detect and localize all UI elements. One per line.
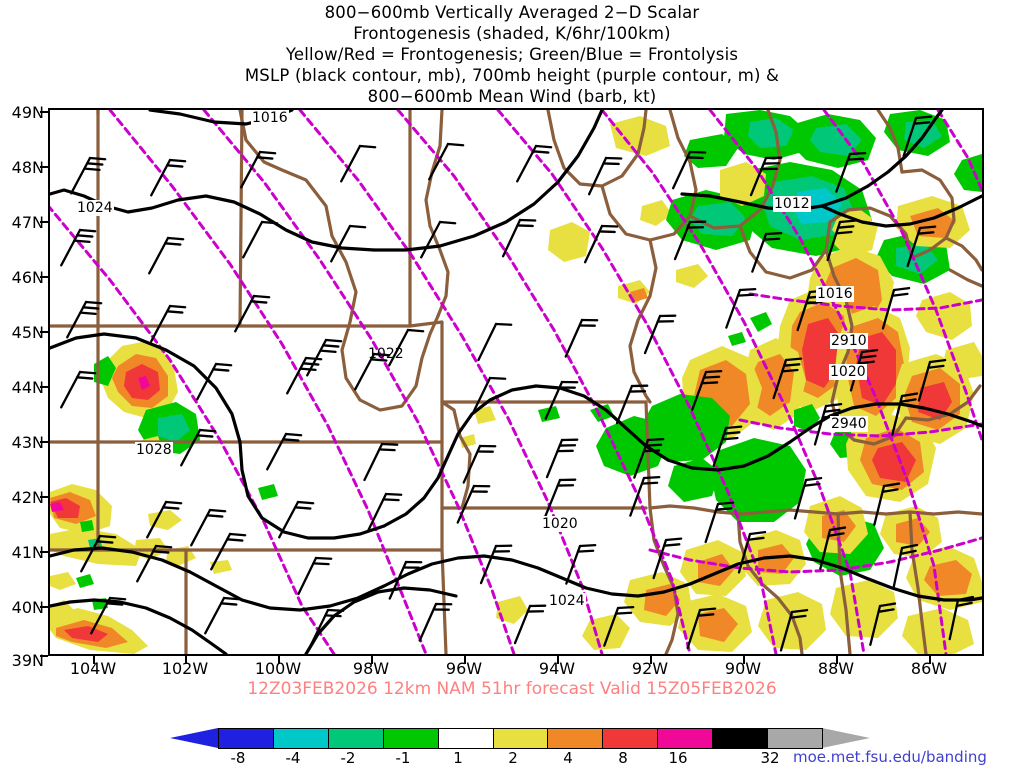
x-tick-label: 90W <box>724 659 762 678</box>
chart-title-block: 800−600mb Vertically Averaged 2−D Scalar… <box>0 2 1024 107</box>
colorbar-bin <box>492 728 549 749</box>
x-tick-label: 86W <box>910 659 948 678</box>
y-tick-label: 40N <box>11 598 44 617</box>
mslp-contours <box>50 110 982 654</box>
colorbar-tick-label: 1 <box>453 749 463 767</box>
x-tick-label: 96W <box>445 659 483 678</box>
mslp-label: 1020 <box>829 364 867 380</box>
colorbar-over-arrow <box>822 728 870 748</box>
x-tick-label: 98W <box>352 659 390 678</box>
height-label: 2910 <box>830 333 868 349</box>
colorbar-bin <box>767 728 823 749</box>
x-tick-label: 100W <box>254 659 302 678</box>
x-tick-label: 102W <box>161 659 209 678</box>
y-tick-label: 47N <box>11 213 44 232</box>
colorbar-tick-label: 2 <box>508 749 518 767</box>
title-line-2: Frontogenesis (shaded, K/6hr/100km) <box>353 24 671 43</box>
y-tick-label: 41N <box>11 543 44 562</box>
mslp-label: 1022 <box>368 346 404 362</box>
colorbar-tick-label: -1 <box>395 749 411 767</box>
x-tick-label: 88W <box>817 659 855 678</box>
y-tick-label: 46N <box>11 268 44 287</box>
colorbar-under-arrow <box>170 728 218 748</box>
colorbar-tick-label: 8 <box>618 749 628 767</box>
mslp-label: 1016 <box>816 286 854 302</box>
map-plot-area[interactable]: 1016 1024 1012 1016 1022 1020 1028 1020 … <box>48 108 984 656</box>
colorbar-tick-label: 32 <box>760 749 780 767</box>
y-tick-label: 43N <box>11 433 44 452</box>
mslp-label: 1020 <box>541 516 579 532</box>
colorbar-bins <box>218 728 823 749</box>
colorbar-bin <box>327 728 384 749</box>
height-contours-700mb <box>50 110 982 654</box>
mslp-label: 1012 <box>773 196 811 212</box>
y-tick-label: 45N <box>11 323 44 342</box>
mslp-label: 1016 <box>251 110 289 126</box>
colorbar-tick-label: -8 <box>230 749 246 767</box>
mslp-label: 1024 <box>548 593 586 609</box>
x-tick-label: 94W <box>538 659 576 678</box>
y-tick-label: 44N <box>11 378 44 397</box>
colorbar-tick-label: 16 <box>668 749 688 767</box>
colorbar-tick-label: 4 <box>563 749 573 767</box>
title-line-4: MSLP (black contour, mb), 700mb height (… <box>244 66 780 85</box>
mslp-label: 1028 <box>135 442 173 458</box>
colorbar-bin <box>382 728 439 749</box>
site-watermark[interactable]: moe.met.fsu.edu/banding <box>793 748 987 766</box>
colorbar-bin <box>602 728 659 749</box>
title-line-3: Yellow/Red = Frontogenesis; Green/Blue =… <box>285 45 739 64</box>
title-line-1: 800−600mb Vertically Averaged 2−D Scalar <box>324 3 700 22</box>
colorbar[interactable]: -8 -4 -2 -1 1 2 4 8 16 32 <box>170 728 870 768</box>
y-tick-label: 48N <box>11 158 44 177</box>
wind-barbs <box>60 115 975 652</box>
y-tick-label: 39N <box>11 651 44 670</box>
x-tick-label: 104W <box>69 659 117 678</box>
colorbar-bin <box>657 728 714 749</box>
title-line-5: 800−600mb Mean Wind (barb, kt) <box>367 87 657 106</box>
colorbar-tick-label: -2 <box>340 749 356 767</box>
x-tick-label: 92W <box>631 659 669 678</box>
colorbar-tick-label: -4 <box>285 749 301 767</box>
mslp-label: 1024 <box>76 200 114 216</box>
y-tick-label: 42N <box>11 488 44 507</box>
height-label: 2940 <box>830 416 868 432</box>
map-svg <box>50 110 982 654</box>
forecast-caption: 12Z03FEB2026 12km NAM 51hr forecast Vali… <box>247 679 777 699</box>
colorbar-bin <box>547 728 604 749</box>
colorbar-bin <box>437 728 494 749</box>
y-tick-label: 49N <box>11 103 44 122</box>
colorbar-bin <box>712 728 769 749</box>
colorbar-bin <box>218 728 274 749</box>
colorbar-bin <box>272 728 329 749</box>
